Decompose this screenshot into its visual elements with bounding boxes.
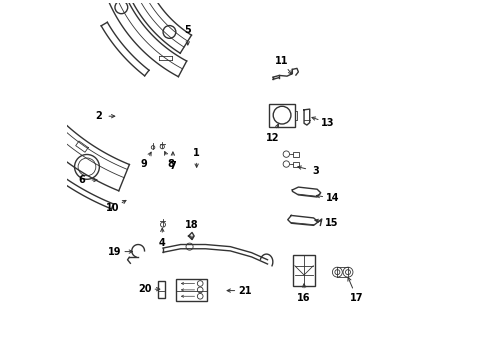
Text: 1: 1	[193, 148, 200, 158]
Text: 2: 2	[95, 111, 102, 121]
Text: 3: 3	[312, 166, 319, 176]
Text: 9: 9	[141, 159, 147, 170]
Text: 13: 13	[321, 118, 334, 128]
Text: 21: 21	[238, 285, 251, 296]
Text: 15: 15	[325, 218, 338, 228]
Text: 4: 4	[159, 238, 165, 248]
Text: 12: 12	[265, 132, 279, 143]
Text: 20: 20	[138, 284, 151, 294]
Text: 5: 5	[184, 26, 191, 35]
Text: 17: 17	[349, 293, 363, 303]
Text: 8: 8	[167, 159, 174, 169]
Text: 18: 18	[185, 220, 199, 230]
Text: 6: 6	[78, 175, 84, 185]
Text: 16: 16	[297, 293, 310, 303]
Text: 19: 19	[107, 247, 121, 257]
Text: 10: 10	[106, 203, 120, 213]
Text: 14: 14	[325, 193, 339, 203]
Text: 7: 7	[169, 161, 176, 171]
Text: 11: 11	[274, 56, 287, 66]
